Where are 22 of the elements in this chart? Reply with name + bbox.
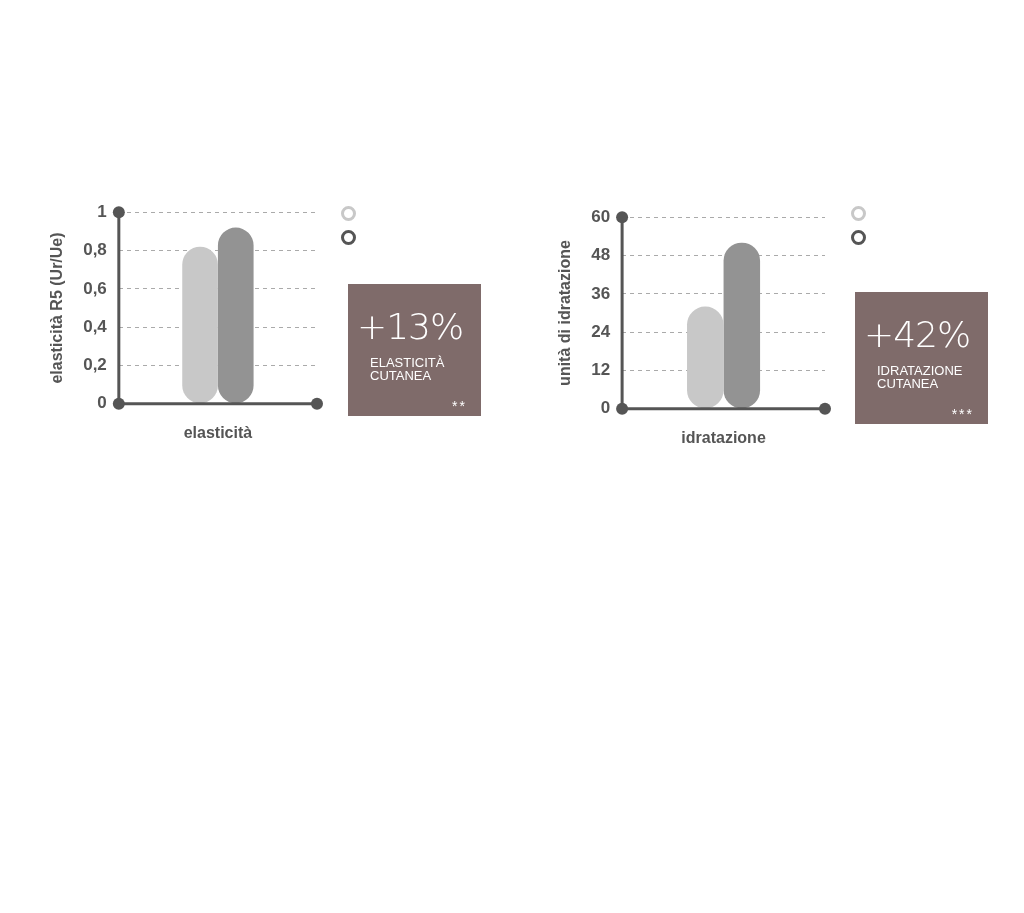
y-tick-label: 48 (591, 245, 611, 265)
y-tick-label: 0 (97, 393, 107, 413)
x-tick-label: idratazione (681, 428, 766, 446)
y-tick-label: 0,6 (83, 278, 107, 298)
y-tick-label: 60 (591, 206, 611, 226)
y-tick-label: 0,4 (83, 316, 108, 336)
text: ELASTICITÀ CUTANEA (370, 355, 446, 383)
text: IDRATAZIONE CUTANEA (877, 363, 964, 391)
y-axis-title: unità di idratazione (556, 240, 574, 386)
text: +13% (357, 306, 464, 347)
y-tick-label: 36 (591, 283, 611, 303)
y-tick-label: 12 (591, 360, 611, 380)
x-tick-label: elasticità (183, 423, 253, 441)
y-tick-label: 24 (591, 321, 611, 341)
text: +42% (864, 314, 971, 355)
y-tick-label: 0,2 (83, 355, 107, 375)
text: ** (452, 398, 467, 414)
y-tick-label: 0,8 (83, 240, 107, 260)
y-tick-label: 1 (97, 201, 107, 221)
y-axis-title: elasticità R5 (Ur/Ue) (48, 232, 66, 384)
y-tick-label: 0 (600, 398, 611, 418)
text: *** (951, 406, 974, 422)
